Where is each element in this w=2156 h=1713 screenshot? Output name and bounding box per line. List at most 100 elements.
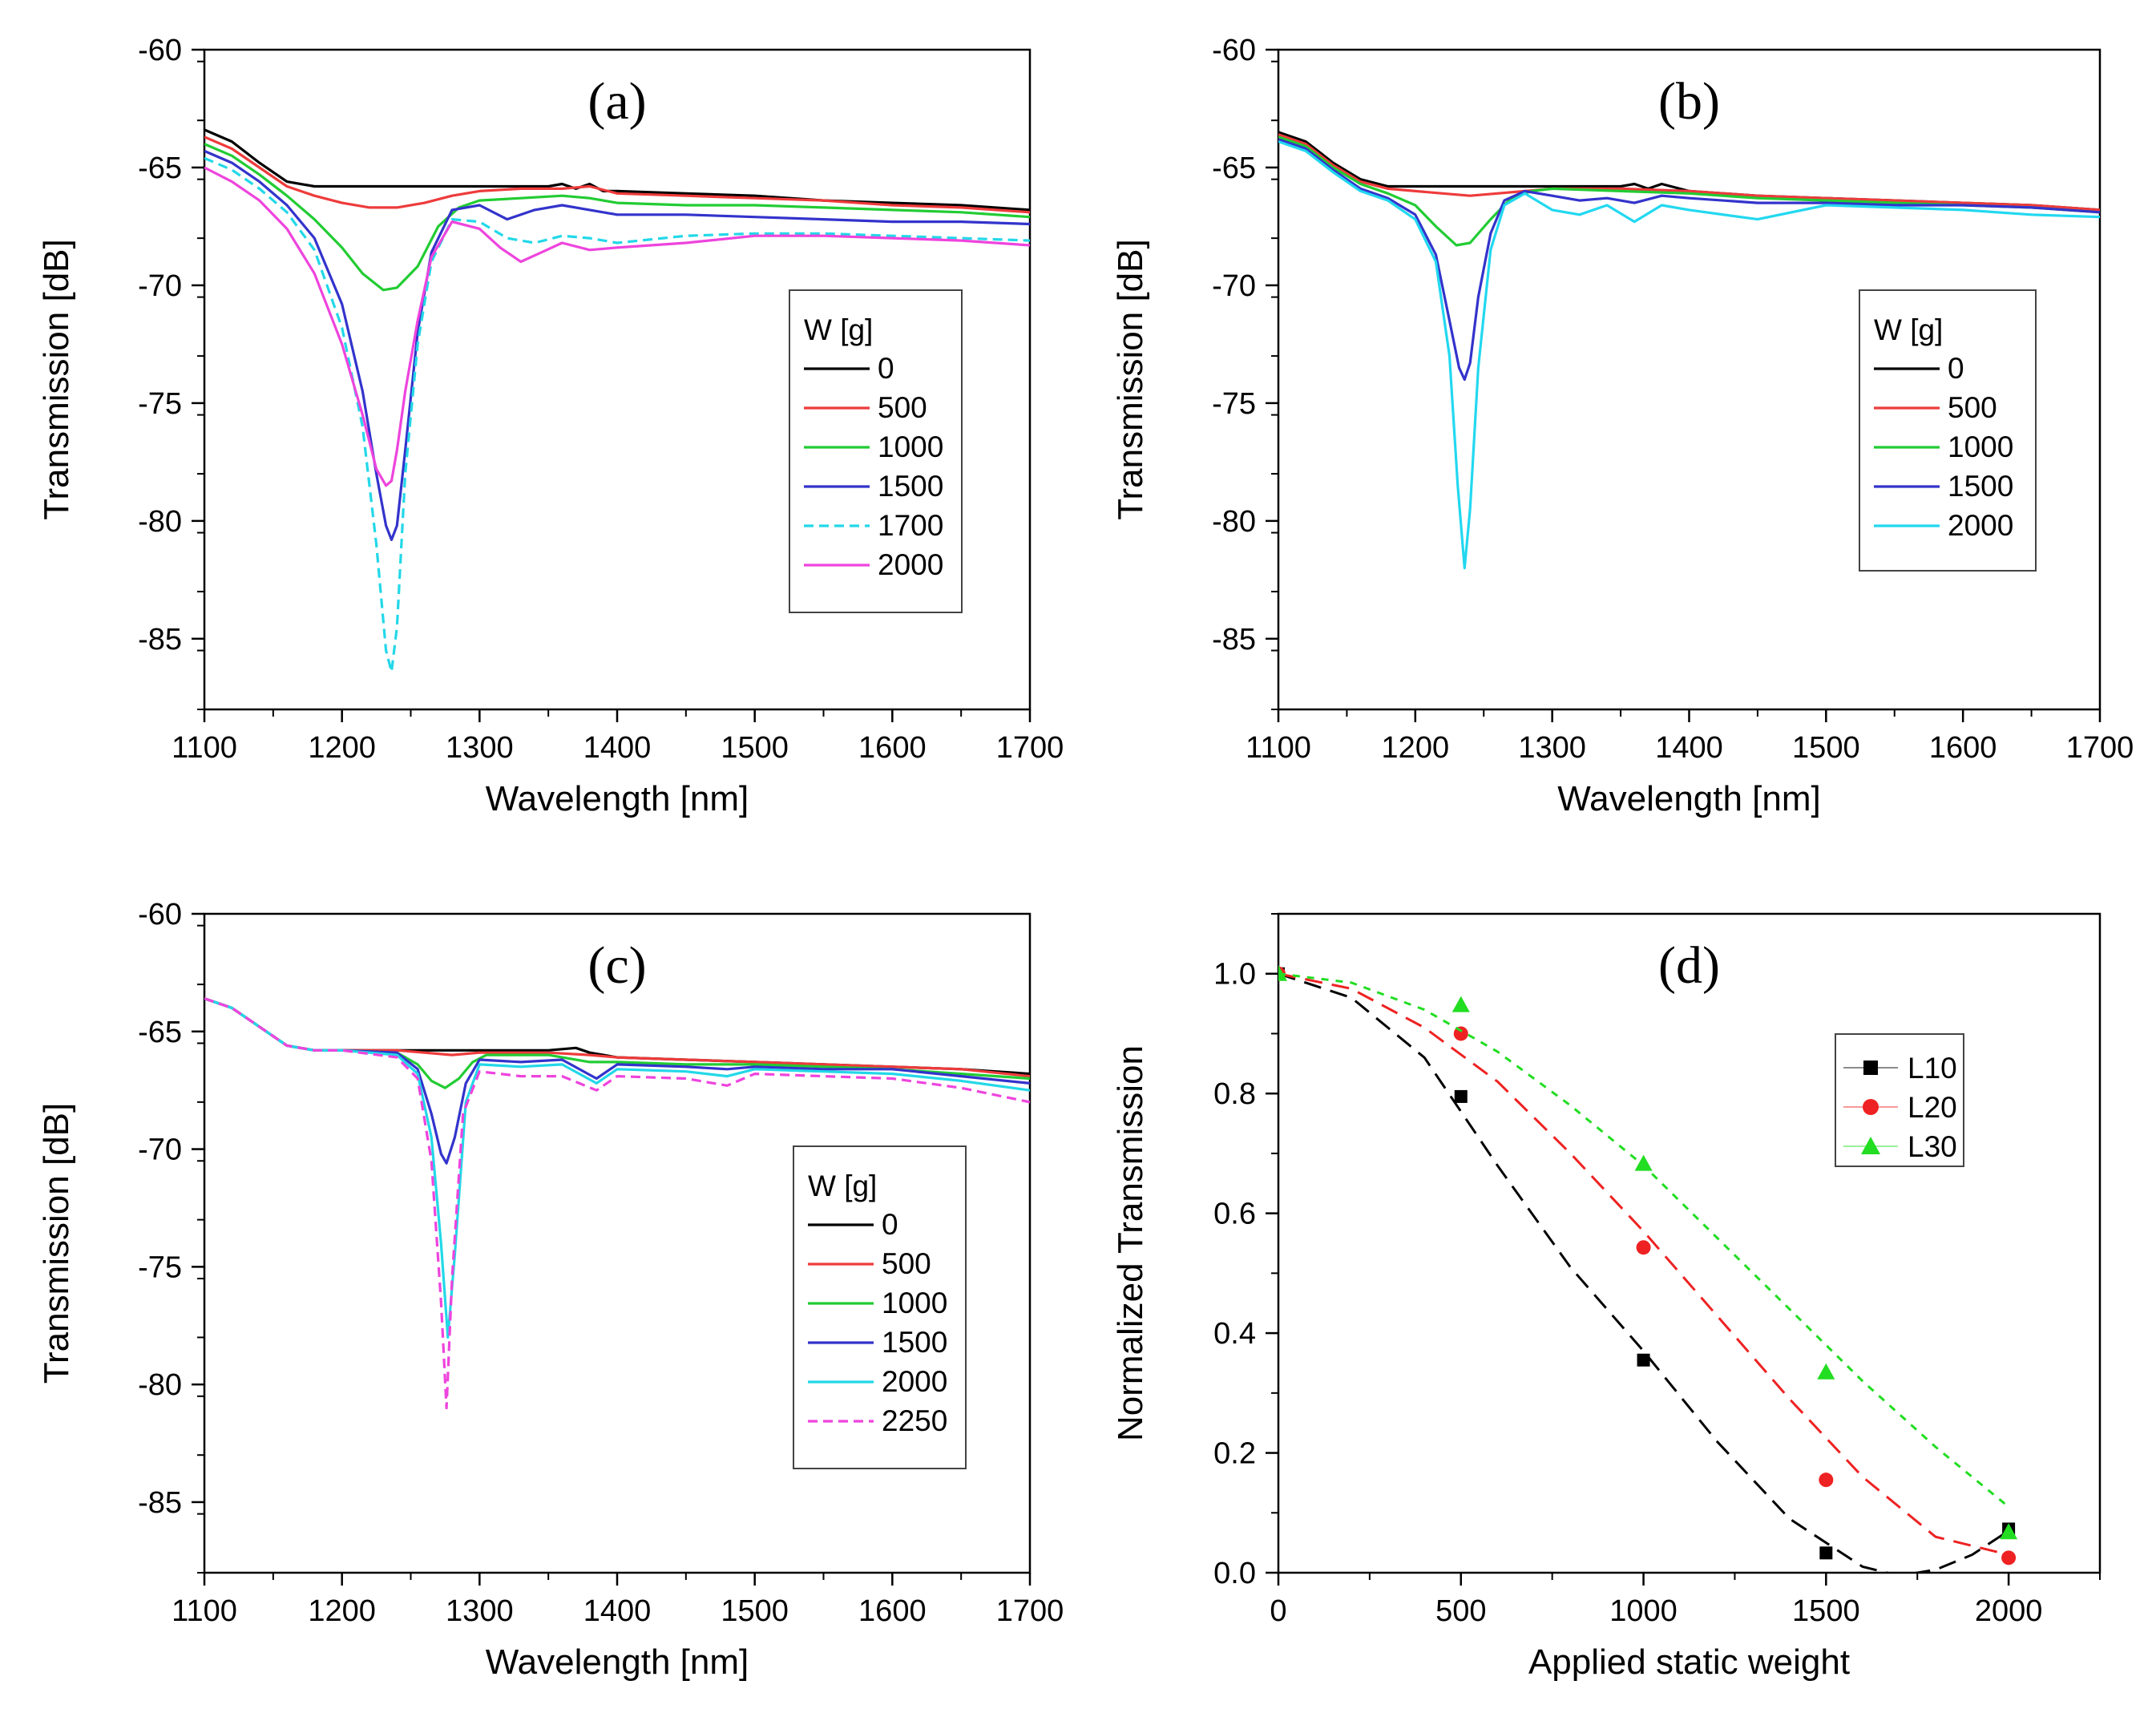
y-tick-label: -65 xyxy=(138,1016,182,1049)
legend-title: W [g] xyxy=(804,313,873,346)
series-line-2250 xyxy=(204,997,1030,1410)
x-tick-label: 1300 xyxy=(446,1594,514,1628)
y-tick-label: -70 xyxy=(138,269,182,303)
x-tick-label: 1000 xyxy=(1609,1594,1678,1628)
legend-label-0: 0 xyxy=(878,352,894,385)
legend-label-1700: 1700 xyxy=(878,509,943,542)
x-tick-label: 1700 xyxy=(2066,731,2134,765)
x-tick-label: 1400 xyxy=(583,731,652,765)
series-line-2000 xyxy=(204,166,1030,487)
fit-line-L20 xyxy=(1278,972,2009,1557)
legend-label-1000: 1000 xyxy=(878,430,943,463)
y-tick-label: 0.0 xyxy=(1213,1557,1256,1590)
legend-marker-L20 xyxy=(1863,1099,1879,1115)
y-axis-title: Normalized Transmission xyxy=(1111,1045,1150,1441)
legend-label-1000: 1000 xyxy=(1948,430,2013,463)
data-point-L20 xyxy=(1453,1026,1468,1041)
legend-label-1000: 1000 xyxy=(882,1287,947,1319)
fit-line-L10 xyxy=(1278,972,2009,1573)
data-point-L30 xyxy=(1817,1363,1835,1380)
legend-label-2000: 2000 xyxy=(1948,509,2013,542)
y-axis-title: Transmission [dB] xyxy=(37,239,76,519)
y-tick-label: -80 xyxy=(138,1368,182,1402)
legend-box xyxy=(793,1145,967,1469)
x-tick-label: 1700 xyxy=(996,1594,1064,1628)
legend-box xyxy=(1835,1033,1964,1167)
y-tick-label: -65 xyxy=(1212,152,1256,185)
y-axis-title: Transmission [dB] xyxy=(1111,239,1150,519)
x-tick-label: 1300 xyxy=(1518,731,1586,765)
series-line-1500 xyxy=(204,149,1030,542)
chart-panel-a: 1100 1200 1300 1400 1500 1600 1700 -60 -65 -70 -75… xyxy=(37,34,1064,818)
legend-label-2250: 2250 xyxy=(882,1404,947,1437)
plot-area xyxy=(1278,964,2018,1573)
y-tick-label: -75 xyxy=(138,1250,182,1284)
x-tick-label: 1300 xyxy=(446,731,514,765)
plot-frame xyxy=(203,912,1032,1574)
data-point-L30 xyxy=(2000,1523,2018,1540)
y-tick-label: -85 xyxy=(138,623,182,657)
data-point-L10 xyxy=(1819,1546,1833,1560)
y-tick-label: -60 xyxy=(1212,34,1256,67)
y-tick-label: -70 xyxy=(1212,269,1256,303)
x-tick-label: 1600 xyxy=(858,731,927,765)
x-tick-label: 1600 xyxy=(858,1594,927,1628)
x-tick-label: 1100 xyxy=(172,731,237,765)
x-axis-title: Wavelength [nm] xyxy=(486,779,749,818)
y-tick-label: -60 xyxy=(138,34,182,67)
plot-area xyxy=(204,997,1030,1410)
series-line-0 xyxy=(204,128,1030,212)
chart-panel-c: 1100 1200 1300 1400 1500 1600 1700 -60 -65 -70 -75… xyxy=(37,898,1064,1682)
x-tick-label: 1100 xyxy=(172,1594,237,1628)
series-line-500 xyxy=(204,135,1030,214)
data-point-L10 xyxy=(1637,1353,1650,1367)
x-tick-label: 500 xyxy=(1435,1594,1486,1628)
panel-label: (d) xyxy=(1658,936,1720,995)
data-point-L20 xyxy=(1819,1473,1834,1488)
legend-label-500: 500 xyxy=(882,1247,931,1280)
x-axis-title: Applied static weight xyxy=(1528,1642,1850,1682)
y-tick-label: -75 xyxy=(138,387,182,421)
legend-marker-L30 xyxy=(1861,1137,1880,1154)
x-tick-label: 1700 xyxy=(996,731,1064,765)
chart-panel-b: 1100 1200 1300 1400 1500 1600 1700 -60 -65 -70 -75… xyxy=(1111,34,2134,818)
legend-label-L30: L30 xyxy=(1908,1130,1957,1163)
legend-label-0: 0 xyxy=(1948,352,1964,385)
y-tick-label: 1.0 xyxy=(1213,958,1256,992)
x-tick-label: 1400 xyxy=(1655,731,1723,765)
panel-label: (b) xyxy=(1658,72,1720,131)
x-tick-label: 1200 xyxy=(308,731,376,765)
data-point-L20 xyxy=(1636,1240,1651,1255)
legend-label-2000: 2000 xyxy=(882,1365,947,1398)
x-tick-label: 1500 xyxy=(721,731,789,765)
y-tick-label: 0.6 xyxy=(1213,1198,1256,1231)
legend-label-1500: 1500 xyxy=(1948,470,2013,503)
series-line-1500 xyxy=(1278,138,2100,382)
data-point-L10 xyxy=(1454,1089,1468,1103)
legend-label-1500: 1500 xyxy=(882,1326,947,1359)
data-point-L20 xyxy=(2001,1550,2017,1566)
x-tick-label: 1500 xyxy=(1792,1594,1860,1628)
data-point-L30 xyxy=(1634,1154,1653,1171)
plot-frame xyxy=(1277,912,2101,1574)
legend: W [g]0 500 1000 1500 2000 2250 xyxy=(793,1145,967,1469)
data-point-L30 xyxy=(1278,964,1287,981)
y-tick-label: -85 xyxy=(1212,623,1256,657)
legend-label-L10: L10 xyxy=(1908,1052,1957,1085)
y-tick-label: -80 xyxy=(138,505,182,539)
panel-label: (c) xyxy=(587,936,646,995)
legend-marker-L10 xyxy=(1863,1061,1878,1075)
panel-label: (a) xyxy=(587,72,646,131)
y-tick-label: 0.2 xyxy=(1213,1437,1256,1471)
y-tick-label: -80 xyxy=(1212,505,1256,539)
legend-label-0: 0 xyxy=(882,1208,898,1241)
plot-area xyxy=(204,128,1030,673)
legend-title: W [g] xyxy=(1874,313,1943,346)
plot-area xyxy=(1278,131,2100,570)
series-line-2000 xyxy=(1278,140,2100,570)
y-tick-label: -70 xyxy=(138,1133,182,1167)
y-tick-label: -85 xyxy=(138,1486,182,1520)
legend-box xyxy=(789,289,963,613)
x-tick-label: 1500 xyxy=(721,1594,789,1628)
